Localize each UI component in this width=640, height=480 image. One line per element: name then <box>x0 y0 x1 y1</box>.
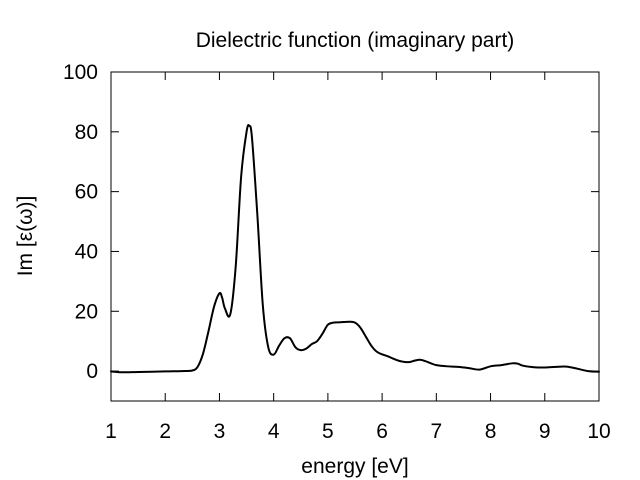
y-tick-label: 100 <box>63 61 98 84</box>
y-axis-label: Im [ε(ω)] <box>14 196 37 277</box>
x-tick-label: 6 <box>376 420 388 443</box>
series-line <box>110 124 600 374</box>
y-tick-label: 0 <box>86 360 98 383</box>
y-tick-label: 40 <box>75 240 98 263</box>
x-axis-label: energy [eV] <box>301 455 408 478</box>
x-tick-label: 4 <box>268 420 280 443</box>
x-tick-label: 7 <box>430 420 442 443</box>
x-tick-label: 5 <box>322 420 334 443</box>
y-axis: 0 20 40 60 80 100 <box>63 61 599 383</box>
x-tick-label: 9 <box>539 420 551 443</box>
x-tick-label: 3 <box>214 420 226 443</box>
plot-frame <box>110 71 600 402</box>
y-tick-label: 80 <box>75 121 98 144</box>
x-tick-label: 8 <box>485 420 497 443</box>
x-tick-label: 1 <box>105 420 117 443</box>
y-tick-label: 60 <box>75 181 98 204</box>
x-axis: 1 2 3 4 5 6 7 8 9 10 <box>105 72 611 443</box>
y-tick-label: 20 <box>75 300 98 323</box>
chart-title: Dielectric function (imaginary part) <box>196 29 515 52</box>
x-tick-label: 2 <box>159 420 171 443</box>
x-tick-label: 10 <box>587 420 610 443</box>
